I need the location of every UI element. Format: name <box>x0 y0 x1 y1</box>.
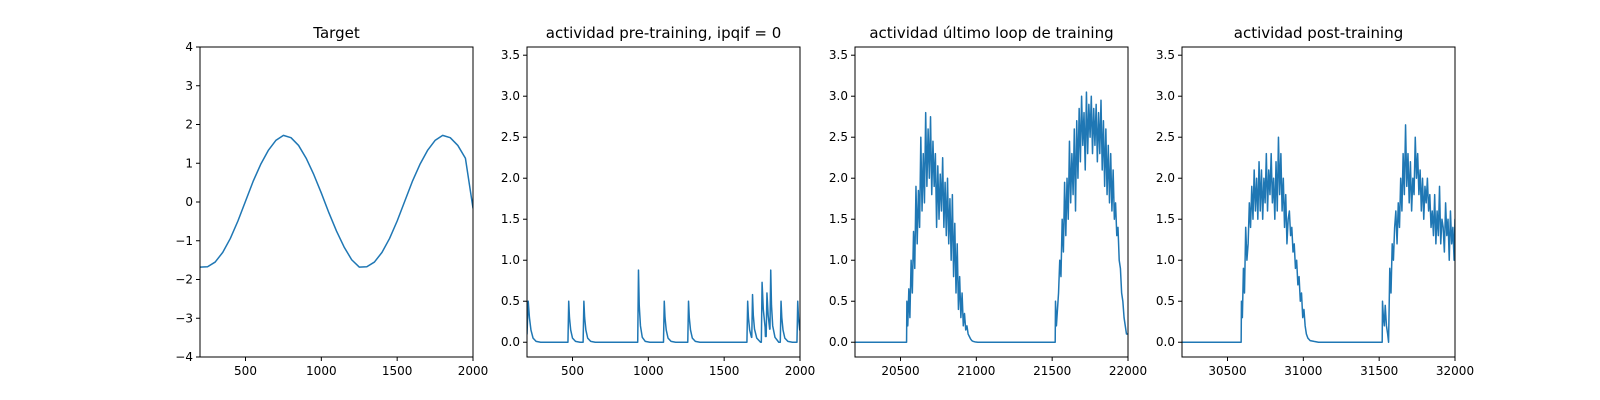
y-tick-label: 0.5 <box>829 294 848 308</box>
x-tick-label: 1000 <box>306 364 337 378</box>
y-tick-label: 1.5 <box>501 212 520 226</box>
x-tick-label: 1500 <box>709 364 740 378</box>
x-tick-label: 22000 <box>1109 364 1147 378</box>
x-tick-label: 2000 <box>785 364 816 378</box>
axes-frame <box>526 46 801 358</box>
y-tick-label: 3.5 <box>829 48 848 62</box>
subplot-title: actividad último loop de training <box>869 24 1113 42</box>
y-tick-label: 3.0 <box>1156 89 1175 103</box>
subplot-title: actividad post-training <box>1234 24 1403 42</box>
x-tick-label: 2000 <box>458 364 489 378</box>
y-tick-label: 2 <box>185 118 193 132</box>
y-tick-label: 3.5 <box>1156 48 1175 62</box>
y-tick-label: −4 <box>175 350 193 364</box>
y-tick-label: 0 <box>185 195 193 209</box>
series-line-1 <box>855 91 1128 343</box>
y-tick-label: 4 <box>185 40 193 54</box>
y-tick-label: 0.0 <box>829 335 848 349</box>
x-tick-label: 1000 <box>633 364 664 378</box>
y-tick-label: 0.5 <box>1156 294 1175 308</box>
y-tick-label: 1.5 <box>829 212 848 226</box>
axes-frame <box>854 46 1129 358</box>
y-tick-label: 0.5 <box>501 294 520 308</box>
y-tick-label: 0.0 <box>501 335 520 349</box>
y-tick-label: 1.0 <box>829 253 848 267</box>
y-tick-label: 3.0 <box>501 89 520 103</box>
y-tick-label: 1.0 <box>501 253 520 267</box>
y-tick-label: 2.5 <box>829 130 848 144</box>
subplot-title: Target <box>312 24 360 42</box>
subplot-2: 500 1000 1500 2000 0.0 0.5 1.0 1.5 2.0 2.5 3.0 3.5 a… <box>501 24 815 378</box>
x-tick-label: 20500 <box>881 364 919 378</box>
subplot-3: 20500 21000 21500 22000 0.0 0.5 1.0 1.5 2.0 2.5 3.… <box>829 24 1147 378</box>
axes-frame <box>1181 46 1456 358</box>
y-tick-label: 3 <box>185 79 193 93</box>
series-line-1 <box>527 269 800 343</box>
series-line-1 <box>1182 124 1455 343</box>
series-line-1 <box>200 134 473 268</box>
y-tick-label: 0.0 <box>1156 335 1175 349</box>
x-tick-label: 21500 <box>1033 364 1071 378</box>
subplot-1: 500 1000 1500 2000 −4 −3 −2 −1 0 1 2 3 4 Target <box>175 24 488 378</box>
subplot-title: actividad pre-training, ipqif = 0 <box>546 24 782 42</box>
y-tick-label: 2.0 <box>1156 171 1175 185</box>
y-tick-label: −2 <box>175 273 193 287</box>
x-tick-label: 1500 <box>382 364 413 378</box>
x-tick-label: 31500 <box>1360 364 1398 378</box>
y-tick-label: 3.5 <box>501 48 520 62</box>
y-tick-label: −3 <box>175 311 193 325</box>
y-tick-label: 3.0 <box>829 89 848 103</box>
x-tick-label: 31000 <box>1284 364 1322 378</box>
subplot-4: 30500 31000 31500 32000 0.0 0.5 1.0 1.5 2.0 2.5 3.… <box>1156 24 1474 378</box>
x-tick-label: 30500 <box>1208 364 1246 378</box>
x-tick-label: 21000 <box>957 364 995 378</box>
y-tick-label: 2.5 <box>1156 130 1175 144</box>
y-tick-label: 1.0 <box>1156 253 1175 267</box>
y-tick-label: 2.0 <box>501 171 520 185</box>
y-tick-label: −1 <box>175 234 193 248</box>
y-tick-label: 2.5 <box>501 130 520 144</box>
axes-frame <box>199 46 474 358</box>
x-tick-label: 32000 <box>1436 364 1474 378</box>
y-tick-label: 1 <box>185 156 193 170</box>
x-tick-label: 500 <box>561 364 584 378</box>
y-tick-label: 1.5 <box>1156 212 1175 226</box>
x-tick-label: 500 <box>234 364 257 378</box>
y-tick-label: 2.0 <box>829 171 848 185</box>
